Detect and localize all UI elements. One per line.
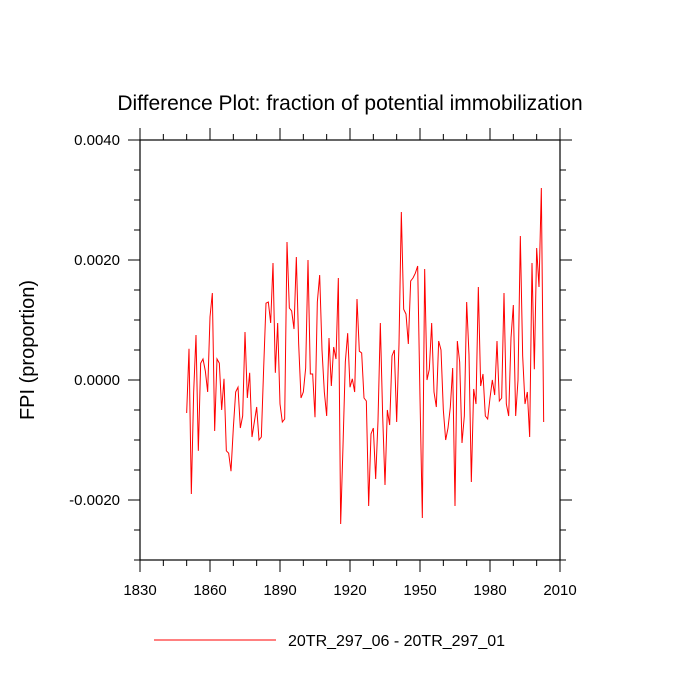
major-ticks <box>128 128 572 572</box>
y-axis-label: FPI (proportion) <box>17 280 39 420</box>
plot-frame <box>139 139 561 561</box>
x-tick-label: 1830 <box>123 582 156 599</box>
x-tick-label: 1950 <box>403 582 436 599</box>
x-tick-label: 1920 <box>333 582 366 599</box>
minor-ticks <box>134 134 566 566</box>
x-tick-label: 1890 <box>263 582 296 599</box>
legend: 20TR_297_06 - 20TR_297_01 <box>154 633 505 650</box>
chart-title: Difference Plot: fraction of potential i… <box>117 92 582 115</box>
y-tick-label: -0.0020 <box>69 492 120 509</box>
tick-labels: 1830 1860 1890 1920 1950 1980 2010 -0.0020 0.000… <box>69 132 577 599</box>
y-tick-label: 0.0020 <box>74 252 120 269</box>
x-tick-label: 2010 <box>543 582 576 599</box>
x-tick-label: 1860 <box>193 582 226 599</box>
series-layer <box>186 187 545 525</box>
y-tick-label: 0.0000 <box>74 372 120 389</box>
series-line <box>186 187 545 525</box>
x-tick-label: 1980 <box>473 582 506 599</box>
y-tick-label: 0.0040 <box>74 132 120 149</box>
legend-label: 20TR_297_06 - 20TR_297_01 <box>288 633 505 650</box>
